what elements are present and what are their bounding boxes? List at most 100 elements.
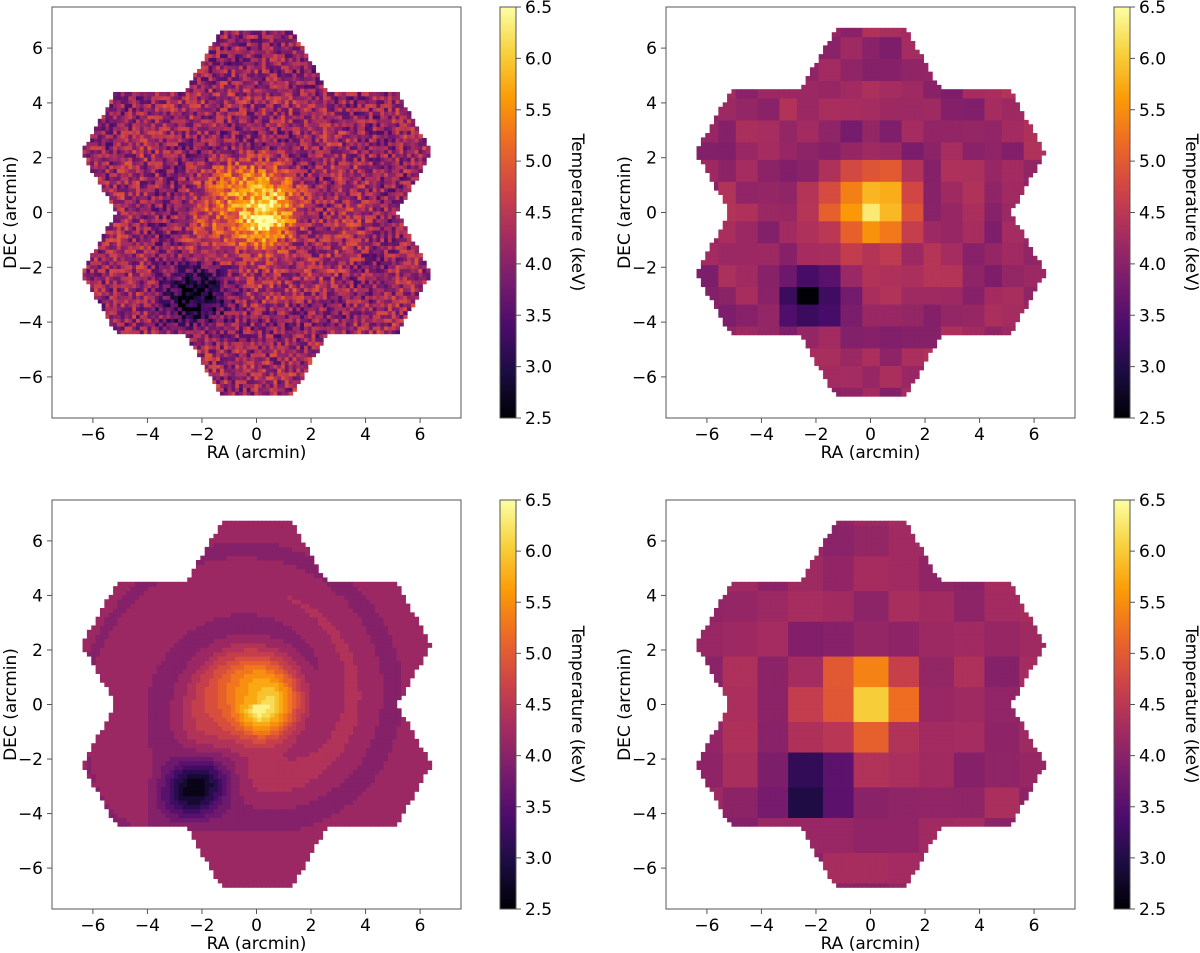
heatmap-cell [132, 103, 137, 108]
heatmap-cell [162, 99, 168, 105]
heatmap-cell [246, 53, 252, 58]
heatmap-cell [342, 103, 347, 108]
heatmap-cell [231, 299, 236, 304]
heatmap-cell [155, 99, 160, 105]
heatmap-cell [135, 187, 141, 193]
heatmap-cell [292, 379, 297, 385]
heatmap-cell [277, 383, 282, 388]
heatmap-cell [212, 91, 217, 97]
heatmap-cell [338, 260, 343, 266]
heatmap-cell [223, 49, 229, 55]
heatmap-cell [185, 272, 191, 277]
heatmap-cell [311, 314, 316, 319]
heatmap-cell [284, 68, 290, 74]
heatmap-cell [181, 268, 187, 273]
heatmap-cell [162, 184, 168, 189]
heatmap-cell [311, 272, 316, 277]
heatmap-cell [193, 276, 198, 281]
heatmap-cell [239, 30, 244, 35]
heatmap-cell [303, 268, 309, 273]
heatmap-cell [250, 38, 255, 43]
heatmap-cell [284, 153, 290, 158]
heatmap-cell [101, 279, 107, 285]
heatmap-cell [323, 329, 328, 335]
heatmap-cell [227, 176, 233, 181]
heatmap-cell [139, 241, 145, 246]
heatmap-cell [166, 130, 171, 135]
heatmap-cell [254, 264, 259, 269]
heatmap-cell [185, 306, 191, 312]
heatmap-cell [303, 153, 309, 158]
heatmap-cell [342, 233, 347, 239]
heatmap-cell [235, 95, 240, 101]
heatmap-cell [116, 256, 122, 262]
heatmap-cell [319, 287, 324, 292]
heatmap-cell [334, 107, 339, 112]
heatmap-cell [315, 295, 320, 300]
heatmap-cell [219, 95, 225, 101]
heatmap-cell [288, 256, 294, 262]
heatmap-cell [105, 114, 110, 120]
heatmap-cell [185, 214, 191, 220]
heatmap-cell [170, 164, 175, 170]
heatmap-cell [303, 368, 309, 373]
heatmap-cell [261, 276, 267, 281]
heatmap-cell [155, 191, 160, 197]
heatmap-cell [265, 318, 271, 323]
heatmap-cell [239, 207, 244, 212]
heatmap-cell [311, 180, 316, 185]
heatmap-cell [296, 53, 301, 58]
heatmap-cell [303, 283, 309, 289]
heatmap-cell [208, 187, 213, 193]
heatmap-cell [288, 375, 294, 381]
heatmap-cell [120, 249, 126, 254]
heatmap-cell [147, 145, 152, 151]
heatmap-cell [235, 53, 240, 58]
heatmap-cell [143, 299, 149, 304]
heatmap-cell [273, 38, 278, 43]
heatmap-cell [174, 207, 179, 212]
heatmap-cell [93, 249, 99, 254]
heatmap-cell [174, 122, 179, 128]
heatmap-cell [135, 299, 141, 304]
heatmap-cell [147, 160, 152, 166]
heatmap-cell [132, 168, 137, 174]
heatmap-cell [124, 279, 129, 285]
heatmap-cell [277, 65, 282, 70]
heatmap-cell [219, 345, 225, 350]
heatmap-cell [334, 283, 339, 289]
heatmap-cell [250, 134, 255, 139]
heatmap-cell [189, 226, 194, 231]
heatmap-cell [273, 341, 278, 346]
heatmap-cell [273, 53, 278, 58]
heatmap-cell [300, 329, 305, 335]
heatmap-cell [124, 184, 129, 189]
heatmap-cell [143, 295, 149, 300]
heatmap-cell [143, 99, 149, 105]
heatmap-cell [197, 283, 202, 289]
heatmap-cell [273, 203, 278, 208]
heatmap-cell [208, 256, 213, 262]
heatmap-cell [189, 310, 194, 316]
heatmap-cell [200, 245, 206, 250]
heatmap-cell [261, 114, 267, 120]
heatmap-cell [250, 207, 255, 212]
heatmap-cell [300, 103, 305, 108]
heatmap-cell [265, 299, 271, 304]
heatmap-cell [258, 283, 263, 289]
heatmap-cell [239, 218, 244, 223]
heatmap-cell [261, 160, 267, 166]
heatmap-cell [292, 341, 297, 346]
heatmap-cell [258, 375, 263, 381]
heatmap-cell [219, 168, 225, 174]
heatmap-cell [311, 210, 316, 216]
heatmap-cell [181, 207, 187, 212]
heatmap-cell [269, 352, 275, 358]
heatmap-cell [109, 283, 114, 289]
heatmap-cell [204, 176, 210, 181]
heatmap-cell [174, 253, 179, 258]
heatmap-cell [116, 199, 122, 204]
heatmap-cell [101, 172, 107, 177]
heatmap-cell [90, 157, 95, 162]
heatmap-cell [174, 187, 179, 193]
